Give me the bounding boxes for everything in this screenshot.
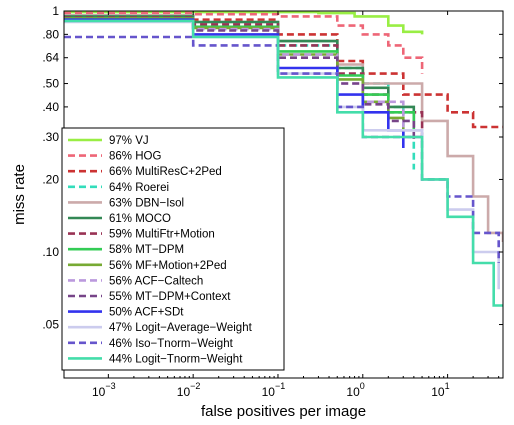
legend-entry: 66% MultiResC+2Ped [109, 166, 222, 178]
legend-entry: 97% VJ [109, 135, 149, 147]
x-tick-label-exponent: −2 [190, 381, 200, 391]
legend-entry: 56% ACF−Caltech [109, 275, 203, 287]
series-line-2 [64, 11, 424, 74]
legend-entry: 63% DBN−Isol [109, 197, 184, 209]
legend-entry: 47% Logit−Average−Weight [109, 322, 253, 334]
legend-entry: 61% MOCO [109, 213, 171, 225]
legend-entry: 44% Logit−Tnorm−Weight [109, 353, 243, 365]
y-tick-label: 1 [52, 4, 59, 18]
x-tick-label-base: 10 [177, 385, 191, 399]
x-tick-label-base: 10 [431, 385, 445, 399]
y-tick-label: .30 [42, 130, 59, 144]
series-line-15 [64, 19, 503, 307]
y-axis-label: miss rate [11, 164, 28, 225]
legend-entry: 64% Roerei [109, 182, 169, 194]
series-line-3 [64, 14, 503, 129]
x-tick-label-base: 10 [262, 385, 276, 399]
x-tick-label-base: 10 [346, 385, 360, 399]
x-tick-label-exponent: −3 [105, 381, 115, 391]
legend-entry: 46% Iso−Tnorm−Weight [109, 338, 234, 350]
y-tick-label: .40 [42, 100, 59, 114]
legend-entry: 86% HOG [109, 151, 161, 163]
legend-entry: 55% MT−DPM+Context [109, 291, 231, 303]
y-tick-label: .64 [42, 51, 59, 65]
legend: 97% VJ 86% HOG 66% MultiResC+2Ped 64% Roere… [61, 127, 285, 371]
x-tick-label-base: 10 [92, 385, 106, 399]
x-tick-label-exponent: 0 [360, 381, 365, 391]
legend-entry: 56% MF+Motion+2Ped [109, 260, 227, 272]
legend-entry: 58% MT−DPM [109, 244, 184, 256]
y-tick-label: .05 [42, 318, 59, 332]
legend-entry: 50% ACF+SDt [109, 307, 184, 319]
x-tick-label-exponent: −1 [275, 381, 285, 391]
y-tick-label: .80 [42, 27, 59, 41]
y-tick-label: .50 [42, 77, 59, 91]
x-axis-label: false positives per image [201, 403, 366, 420]
y-tick-label: .20 [42, 172, 59, 186]
legend-entry: 59% MultiFtr+Motion [109, 229, 215, 241]
y-tick-label: .10 [42, 245, 59, 259]
x-tick-label-exponent: 1 [445, 381, 450, 391]
